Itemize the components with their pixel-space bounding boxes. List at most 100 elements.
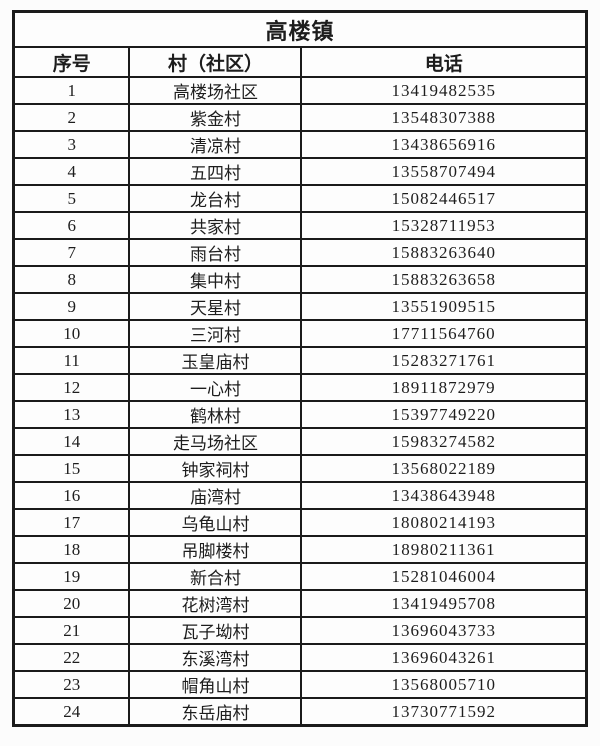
cell-phone: 13696043261: [300, 643, 588, 672]
cell-village: 花树湾村: [128, 589, 303, 618]
cell-seq: 22: [12, 643, 131, 672]
cell-seq: 12: [12, 373, 131, 402]
cell-phone: 18080214193: [300, 508, 588, 537]
cell-phone: 13438656916: [300, 130, 588, 159]
cell-village: 三河村: [128, 319, 303, 348]
cell-seq: 15: [12, 454, 131, 483]
cell-seq: 7: [12, 238, 131, 267]
cell-phone: 15283271761: [300, 346, 588, 375]
table-row: 11 玉皇庙村 15283271761: [12, 346, 588, 375]
cell-phone: 13730771592: [300, 697, 588, 727]
cell-phone: 15983274582: [300, 427, 588, 456]
cell-village: 庙湾村: [128, 481, 303, 510]
table-header-row: 序号 村（社区） 电话: [12, 46, 588, 78]
cell-village: 高楼场社区: [128, 76, 303, 105]
table-title: 高楼镇: [12, 10, 588, 48]
cell-village: 新合村: [128, 562, 303, 591]
table-row: 14 走马场社区 15983274582: [12, 427, 588, 456]
table-row: 24 东岳庙村 13730771592: [12, 697, 588, 727]
cell-phone: 13419495708: [300, 589, 588, 618]
cell-village: 鹤林村: [128, 400, 303, 429]
cell-seq: 8: [12, 265, 131, 294]
cell-seq: 13: [12, 400, 131, 429]
cell-seq: 20: [12, 589, 131, 618]
cell-seq: 10: [12, 319, 131, 348]
cell-village: 雨台村: [128, 238, 303, 267]
table-row: 3 清凉村 13438656916: [12, 130, 588, 159]
table-row: 4 五四村 13558707494: [12, 157, 588, 186]
cell-seq: 23: [12, 670, 131, 699]
cell-seq: 5: [12, 184, 131, 213]
cell-phone: 13568005710: [300, 670, 588, 699]
table-body: 1 高楼场社区 13419482535 2 紫金村 13548307388 3 清凉村 1343…: [12, 76, 588, 727]
cell-village: 帽角山村: [128, 670, 303, 699]
cell-seq: 24: [12, 697, 131, 727]
cell-village: 五四村: [128, 157, 303, 186]
cell-phone: 17711564760: [300, 319, 588, 348]
table-row: 23 帽角山村 13568005710: [12, 670, 588, 699]
cell-seq: 2: [12, 103, 131, 132]
cell-phone: 13551909515: [300, 292, 588, 321]
cell-village: 龙台村: [128, 184, 303, 213]
cell-phone: 15328711953: [300, 211, 588, 240]
cell-village: 清凉村: [128, 130, 303, 159]
table-row: 13 鹤林村 15397749220: [12, 400, 588, 429]
table-row: 2 紫金村 13548307388: [12, 103, 588, 132]
table-row: 22 东溪湾村 13696043261: [12, 643, 588, 672]
cell-phone: 13558707494: [300, 157, 588, 186]
cell-phone: 13548307388: [300, 103, 588, 132]
cell-village: 乌龟山村: [128, 508, 303, 537]
cell-village: 天星村: [128, 292, 303, 321]
cell-phone: 15082446517: [300, 184, 588, 213]
table-row: 5 龙台村 15082446517: [12, 184, 588, 213]
cell-village: 一心村: [128, 373, 303, 402]
cell-seq: 19: [12, 562, 131, 591]
column-header-village: 村（社区）: [128, 46, 303, 78]
cell-seq: 4: [12, 157, 131, 186]
cell-phone: 15397749220: [300, 400, 588, 429]
table-row: 10 三河村 17711564760: [12, 319, 588, 348]
table-row: 12 一心村 18911872979: [12, 373, 588, 402]
cell-village: 吊脚楼村: [128, 535, 303, 564]
table-row: 9 天星村 13551909515: [12, 292, 588, 321]
column-header-phone: 电话: [300, 46, 588, 78]
cell-phone: 13438643948: [300, 481, 588, 510]
cell-phone: 13696043733: [300, 616, 588, 645]
village-phone-table: 高楼镇 序号 村（社区） 电话 1 高楼场社区 13419482535 2 紫金村 135…: [11, 10, 588, 727]
cell-village: 钟家祠村: [128, 454, 303, 483]
cell-seq: 16: [12, 481, 131, 510]
cell-phone: 15883263640: [300, 238, 588, 267]
cell-seq: 17: [12, 508, 131, 537]
table-row: 19 新合村 15281046004: [12, 562, 588, 591]
table-row: 8 集中村 15883263658: [12, 265, 588, 294]
cell-village: 瓦子坳村: [128, 616, 303, 645]
cell-village: 集中村: [128, 265, 303, 294]
cell-village: 玉皇庙村: [128, 346, 303, 375]
cell-phone: 13419482535: [300, 76, 588, 105]
cell-village: 紫金村: [128, 103, 303, 132]
table-row: 15 钟家祠村 13568022189: [12, 454, 588, 483]
cell-seq: 9: [12, 292, 131, 321]
table-row: 6 共家村 15328711953: [12, 211, 588, 240]
cell-phone: 15883263658: [300, 265, 588, 294]
table-row: 20 花树湾村 13419495708: [12, 589, 588, 618]
cell-village: 走马场社区: [128, 427, 303, 456]
cell-seq: 1: [12, 76, 131, 105]
cell-village: 共家村: [128, 211, 303, 240]
cell-phone: 18911872979: [300, 373, 588, 402]
cell-seq: 6: [12, 211, 131, 240]
table-row: 18 吊脚楼村 18980211361: [12, 535, 588, 564]
table-row: 1 高楼场社区 13419482535: [12, 76, 588, 105]
cell-phone: 13568022189: [300, 454, 588, 483]
table-row: 17 乌龟山村 18080214193: [12, 508, 588, 537]
cell-seq: 3: [12, 130, 131, 159]
cell-seq: 18: [12, 535, 131, 564]
table-row: 16 庙湾村 13438643948: [12, 481, 588, 510]
cell-phone: 18980211361: [300, 535, 588, 564]
cell-seq: 21: [12, 616, 131, 645]
table-title-row: 高楼镇: [12, 10, 588, 48]
table-row: 21 瓦子坳村 13696043733: [12, 616, 588, 645]
cell-village: 东岳庙村: [128, 697, 303, 727]
cell-phone: 15281046004: [300, 562, 588, 591]
